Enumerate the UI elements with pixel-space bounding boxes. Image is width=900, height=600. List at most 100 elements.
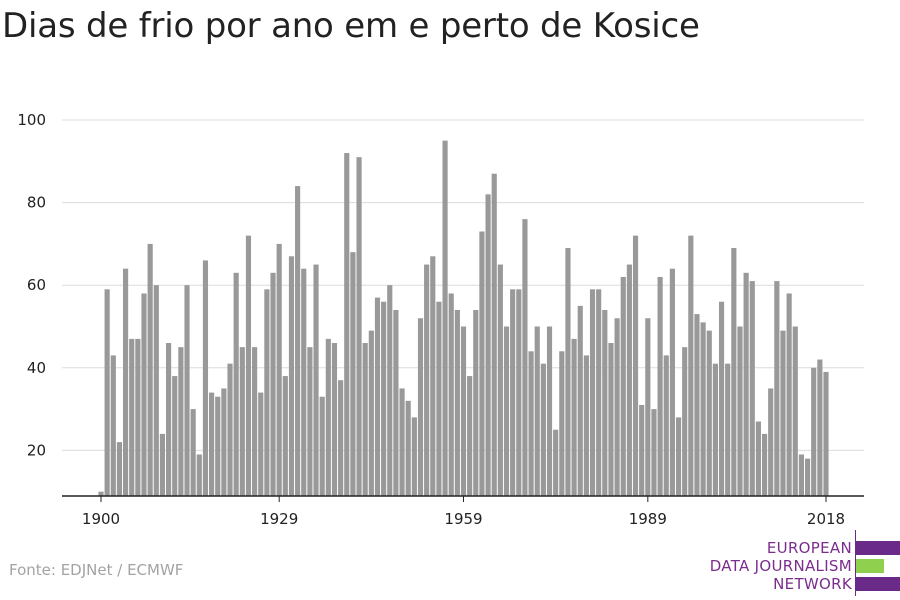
bar — [577, 305, 583, 496]
chart-title: Dias de frio por ano em e perto de Kosic… — [2, 6, 700, 46]
bar — [553, 429, 559, 496]
bar — [98, 491, 104, 496]
bar — [817, 359, 823, 496]
bar — [503, 326, 510, 496]
bar — [737, 326, 743, 496]
bar — [774, 281, 780, 496]
bar — [510, 289, 516, 496]
bar — [700, 322, 706, 496]
bar — [215, 396, 221, 496]
bar — [639, 404, 645, 496]
bar — [528, 351, 534, 496]
bar — [780, 330, 786, 496]
logo-line-3: NETWORK — [773, 575, 852, 593]
bar — [276, 243, 282, 496]
bar — [454, 309, 460, 496]
logo-line-1: EUROPEAN — [766, 539, 852, 557]
bar — [184, 285, 190, 496]
bar — [755, 421, 761, 496]
bar — [798, 454, 804, 496]
y-tick-label: 100 — [17, 111, 46, 129]
bar — [559, 351, 565, 496]
y-tick-label: 80 — [27, 194, 46, 212]
bar — [381, 301, 387, 496]
bar — [159, 433, 166, 496]
bar — [768, 388, 774, 496]
bar — [792, 326, 798, 496]
bar — [178, 347, 184, 496]
bar — [393, 309, 399, 496]
bar — [657, 276, 663, 496]
bar — [823, 371, 829, 496]
logo-divider — [855, 530, 856, 596]
bar — [731, 248, 737, 496]
bars — [98, 140, 829, 497]
bar — [694, 314, 700, 496]
bar — [663, 355, 669, 496]
x-tick-label: 1959 — [444, 510, 482, 528]
bar — [688, 235, 694, 496]
bar — [245, 235, 252, 496]
bar — [626, 264, 632, 496]
bar — [282, 376, 288, 496]
logo-bar-2 — [856, 559, 884, 573]
bar — [350, 252, 356, 496]
bar — [565, 248, 571, 496]
bar — [301, 268, 307, 496]
bar — [252, 347, 258, 496]
bar — [540, 363, 546, 496]
edjnet-logo: EUROPEAN DATA JOURNALISM NETWORK — [660, 530, 900, 596]
bar — [344, 153, 350, 497]
bar — [123, 268, 129, 496]
bar — [442, 140, 448, 496]
bar — [516, 289, 522, 496]
bar — [288, 256, 295, 496]
bar — [362, 343, 368, 496]
bar — [424, 264, 430, 496]
bar — [172, 376, 178, 496]
bar — [804, 458, 811, 496]
logo-bar-3 — [856, 577, 900, 591]
bar — [411, 417, 417, 496]
bar — [583, 355, 589, 496]
bar — [669, 268, 675, 496]
bar — [405, 400, 411, 496]
bar — [227, 363, 233, 496]
bar — [417, 318, 424, 496]
bar — [141, 293, 147, 496]
bar — [209, 392, 215, 496]
bar — [522, 219, 528, 496]
bar — [485, 194, 491, 496]
bar — [725, 363, 731, 496]
bar — [546, 326, 553, 496]
bar — [497, 264, 503, 496]
bar — [374, 297, 381, 496]
bar — [743, 272, 749, 496]
bar — [761, 433, 768, 496]
bar — [675, 417, 682, 496]
bar — [620, 276, 626, 496]
bar — [239, 347, 245, 496]
bar — [430, 256, 436, 496]
bar — [325, 338, 331, 496]
bar — [460, 326, 467, 496]
bar — [313, 264, 319, 496]
bar — [614, 318, 620, 496]
bar — [110, 355, 116, 496]
bar — [295, 186, 301, 496]
bar — [608, 343, 614, 496]
x-axis: 1900 1929 1959 1989 2018 — [62, 495, 864, 528]
x-tick-label: 2018 — [807, 510, 845, 528]
bar — [436, 301, 442, 496]
bar — [116, 442, 123, 496]
bar — [319, 396, 325, 496]
bar — [596, 289, 602, 496]
bar — [473, 309, 479, 496]
y-tick-label: 60 — [27, 276, 46, 294]
bar — [368, 330, 374, 496]
bar — [270, 272, 276, 496]
x-tick-label: 1929 — [260, 510, 298, 528]
bar — [190, 409, 196, 496]
bar — [602, 309, 608, 496]
